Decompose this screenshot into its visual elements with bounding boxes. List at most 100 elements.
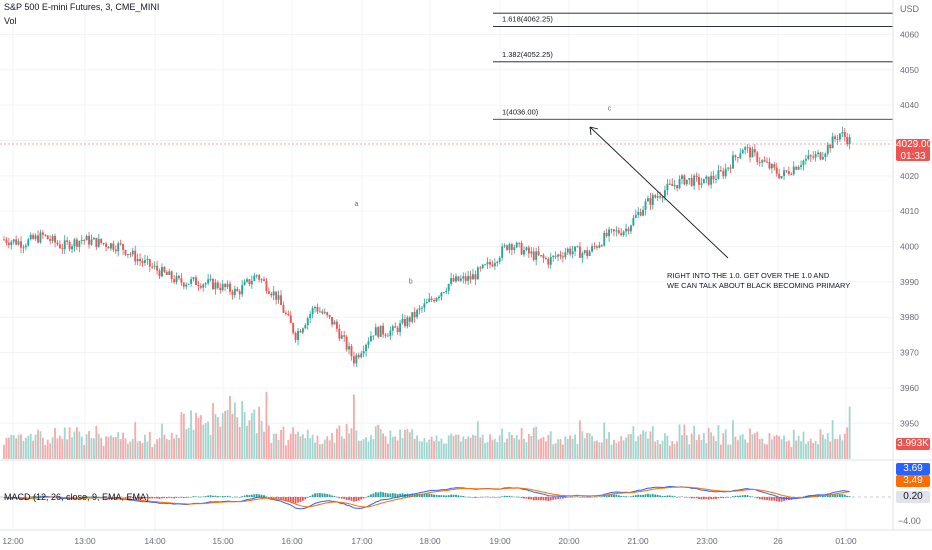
volume-bar [377,424,380,459]
candle-body [761,160,764,163]
macd-histogram-bar [678,496,681,498]
volume-bar [311,434,314,459]
macd-histogram-bar [78,497,81,498]
candle-body [790,174,793,176]
macd-histogram-bar [338,497,341,499]
volume-bar [248,420,251,459]
volume-bar [520,427,523,459]
candle-body [617,230,620,234]
candle-body [49,239,52,241]
macd-histogram-bar [156,497,158,499]
volume-bar [455,434,457,459]
macd-histogram-bar [503,495,506,497]
candle-body [207,279,210,284]
annotation-line-1: RIGHT INTO THE 1.0. GET OVER THE 1.0 AND [667,271,830,280]
candle-body [212,279,214,290]
macd-histogram-bar [831,494,834,497]
macd-histogram-bar [29,496,32,497]
volume-bar [263,431,265,459]
macd-histogram-bar [394,493,397,497]
volume-bar [122,432,124,459]
candle-body [729,167,732,169]
candle-body [819,152,822,160]
volume-bar [783,435,785,459]
candle-body [792,166,795,175]
macd-histogram-bar [321,493,324,497]
candle-body [41,232,44,235]
candle-body [109,243,112,249]
macd-histogram-bar [219,496,222,498]
macd-histogram-bar [34,495,37,497]
volume-badge: 3.993K [896,438,930,450]
volume-bar [78,431,81,459]
volume-bar [576,444,579,459]
signal-value-badge: 3.49 [896,475,930,487]
volume-bar [15,438,18,459]
candle-body [462,276,465,279]
candle-body [678,178,681,189]
candle-body [323,312,326,314]
volume-bar [88,431,90,459]
vol-label[interactable]: Vol [4,16,17,26]
macd-histogram-bar [508,495,511,497]
candle-body [732,155,734,169]
volume-bar [131,438,134,459]
volume-bar [260,420,263,459]
symbol-title[interactable]: S&P 500 E-mini Futures, 3, CME_MINI [4,2,160,12]
candle-body [804,158,807,161]
volume-bar [309,438,312,459]
volume-bar [401,437,404,459]
macd-histogram-bar [683,497,686,498]
candle-body [5,239,8,243]
macd-legend[interactable]: MACD (12, 26, close, 9, EMA, EMA) [4,492,150,502]
volume-bar [729,444,732,459]
volume-bar [527,434,530,459]
volume-bar [224,410,227,459]
candle-body [219,287,222,291]
macd-histogram-bar [66,497,69,498]
candle-body [508,244,511,250]
volume-bar [467,436,470,459]
volume-bar [146,441,149,459]
macd-histogram-bar [260,494,263,497]
macd-histogram-bar [513,496,516,498]
volume-bar [634,441,637,459]
macd-histogram-bar [110,497,112,498]
volume-bar [484,443,487,459]
macd-histogram-bar [467,496,470,498]
macd-histogram-bar [447,495,450,497]
candle-body [537,251,540,256]
macd-histogram-bar [401,493,404,497]
candle-body [826,144,829,154]
volume-bar [639,434,642,459]
volume-bar [173,438,175,459]
volume-bar [20,434,22,459]
candle-body [598,245,601,248]
volume-bar [518,439,521,459]
volume-bar [272,433,275,459]
volume-bar [761,438,764,459]
macd-histogram-bar [190,496,193,498]
volume-bar [722,433,725,459]
candle-body [304,325,307,329]
macd-histogram-bar [489,496,491,498]
volume-bar [331,433,333,459]
macd-histogram-bar [182,497,185,499]
candle-body [753,149,756,153]
annotations[interactable]: RIGHT INTO THE 1.0. GET OVER THE 1.0 AND… [354,105,850,290]
volume-bar [457,434,460,459]
fib-level-label: 1.618(4062.25) [502,14,553,23]
fibonacci-levels[interactable]: 1.618(4062.25) 1.382(4052.25) 1(4036.00) [493,12,893,120]
volume-bar [204,423,207,459]
macd-histogram-bar [741,495,744,497]
volume-bar [778,436,781,459]
candle-body [408,317,411,322]
candle-body [421,307,423,309]
volume-bar [379,429,382,459]
candle-body [22,247,25,249]
macd-histogram-bar [340,497,343,499]
macd-histogram-bar [637,494,640,497]
macd-histogram-bar [372,493,375,497]
macd-histogram-bar [552,497,555,500]
